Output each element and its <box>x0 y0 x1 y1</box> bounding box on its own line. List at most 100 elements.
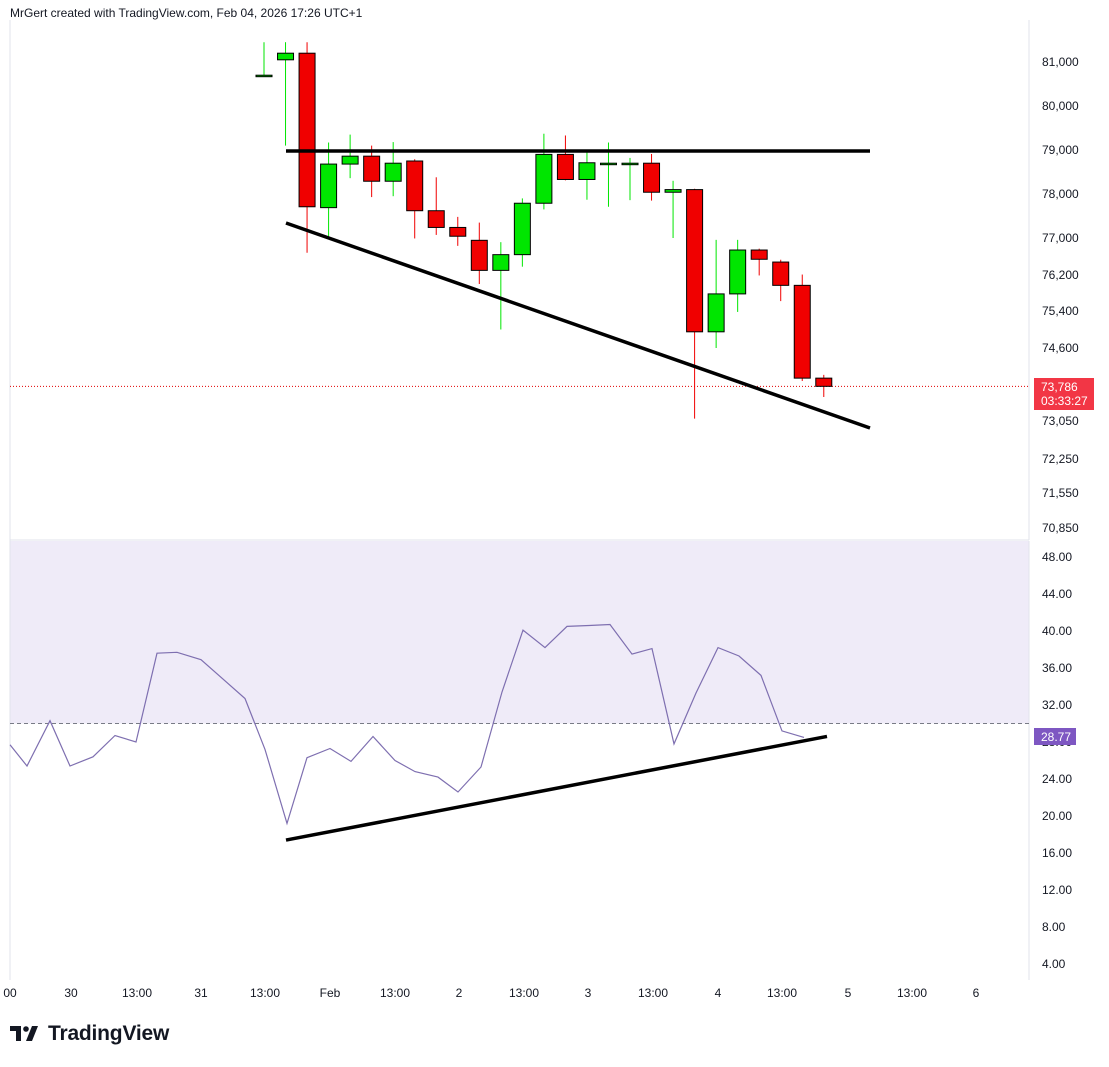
candle-body <box>406 160 424 212</box>
price-tick-label: 75,400 <box>1042 304 1079 318</box>
candle-body <box>427 210 445 228</box>
candle-body <box>492 254 510 271</box>
rsi-last-badge: 28.77 <box>1034 728 1076 745</box>
rsi-last-value: 28.77 <box>1041 730 1071 744</box>
candle-body <box>513 202 531 256</box>
candle[interactable] <box>298 42 316 253</box>
rsi-tick-label: 48.00 <box>1042 550 1072 564</box>
candle[interactable] <box>492 242 510 330</box>
time-tick-label: 13:00 <box>897 986 927 1000</box>
time-tick-label: 31 <box>194 986 208 1000</box>
rsi-tick-label: 36.00 <box>1042 661 1072 675</box>
candle-body <box>255 74 273 78</box>
candle[interactable] <box>772 259 790 302</box>
price-tick-label: 73,050 <box>1042 414 1079 428</box>
time-tick-label: 2 <box>456 986 463 1000</box>
candle[interactable] <box>815 374 833 397</box>
candle[interactable] <box>449 216 467 246</box>
price-tick-label: 70,850 <box>1042 521 1079 535</box>
candle-body <box>621 162 639 166</box>
time-tick-label: 6 <box>973 986 980 1000</box>
candle[interactable] <box>363 145 381 198</box>
candle-body <box>556 153 574 180</box>
candle[interactable] <box>664 180 682 238</box>
rsi-tick-label: 40.00 <box>1042 624 1072 638</box>
candle[interactable] <box>793 274 811 381</box>
candle[interactable] <box>320 142 338 238</box>
candle[interactable] <box>470 222 488 284</box>
time-tick-label: 13:00 <box>767 986 797 1000</box>
time-tick-label: 13:00 <box>380 986 410 1000</box>
time-tick-label: Feb <box>320 986 341 1000</box>
tradingview-logo-icon <box>10 1026 38 1041</box>
brand-name: TradingView <box>48 1022 170 1045</box>
candle-body <box>815 377 833 387</box>
candle[interactable] <box>686 188 704 419</box>
candle-body <box>449 226 467 237</box>
candle[interactable] <box>556 135 574 181</box>
rsi-tick-label: 4.00 <box>1042 957 1066 971</box>
candle-body <box>772 261 790 286</box>
tradingview-brand[interactable]: TradingView <box>10 1022 169 1046</box>
candle[interactable] <box>621 157 639 201</box>
candle-body <box>578 162 596 180</box>
candle[interactable] <box>729 239 747 312</box>
time-tick-label: 13:00 <box>638 986 668 1000</box>
price-tick-label: 77,000 <box>1042 231 1079 245</box>
candle[interactable] <box>277 42 295 146</box>
price-tick-label: 71,550 <box>1042 486 1079 500</box>
price-tick-label: 72,250 <box>1042 452 1079 466</box>
rsi-tick-label: 44.00 <box>1042 587 1072 601</box>
time-tick-label: 00 <box>3 986 17 1000</box>
time-tick-label: 13:00 <box>122 986 152 1000</box>
candle[interactable] <box>599 142 617 207</box>
candle[interactable] <box>750 248 768 276</box>
candle[interactable] <box>535 133 553 210</box>
candle-body <box>643 162 661 193</box>
last-price-countdown: 03:33:27 <box>1041 394 1088 408</box>
price-tick-label: 76,200 <box>1042 268 1079 282</box>
candle-body <box>277 52 295 61</box>
support-trendline[interactable] <box>285 221 871 430</box>
candle[interactable] <box>578 152 596 200</box>
rsi-band <box>10 541 1029 724</box>
time-tick-label: 3 <box>585 986 592 1000</box>
rsi-tick-label: 12.00 <box>1042 883 1072 897</box>
candle-body <box>686 189 704 333</box>
time-tick-label: 4 <box>715 986 722 1000</box>
time-tick-label: 5 <box>845 986 852 1000</box>
candle[interactable] <box>255 42 273 78</box>
candle-body <box>729 249 747 295</box>
rsi-trendline[interactable] <box>285 734 828 842</box>
price-tick-label: 78,000 <box>1042 187 1079 201</box>
price-tick-label: 79,000 <box>1042 143 1079 157</box>
price-tick-label: 81,000 <box>1042 55 1079 69</box>
candle[interactable] <box>406 159 424 239</box>
candle-body <box>535 153 553 204</box>
rsi-tick-label: 16.00 <box>1042 846 1072 860</box>
candle-body <box>363 155 381 182</box>
candle[interactable] <box>707 239 725 348</box>
price-tick-label: 80,000 <box>1042 99 1079 113</box>
candle-body <box>384 162 402 182</box>
time-tick-label: 30 <box>64 986 78 1000</box>
candle[interactable] <box>427 177 445 235</box>
candle[interactable] <box>513 198 531 267</box>
chart-caption: MrGert created with TradingView.com, Feb… <box>10 6 363 20</box>
last-price-badge: 73,786 03:33:27 <box>1034 378 1094 410</box>
candle-body <box>664 189 682 193</box>
rsi-tick-label: 8.00 <box>1042 920 1066 934</box>
candle-body <box>707 293 725 333</box>
candle-body <box>320 163 338 209</box>
candle-body <box>298 52 316 208</box>
rsi-line <box>9 623 805 826</box>
candle-body <box>793 284 811 379</box>
candle-body <box>599 162 617 166</box>
last-price-value: 73,786 <box>1041 380 1078 394</box>
candle[interactable] <box>341 134 359 179</box>
price-tick-label: 74,600 <box>1042 341 1079 355</box>
time-tick-label: 13:00 <box>250 986 280 1000</box>
candle-body <box>750 249 768 260</box>
candle[interactable] <box>643 153 661 201</box>
